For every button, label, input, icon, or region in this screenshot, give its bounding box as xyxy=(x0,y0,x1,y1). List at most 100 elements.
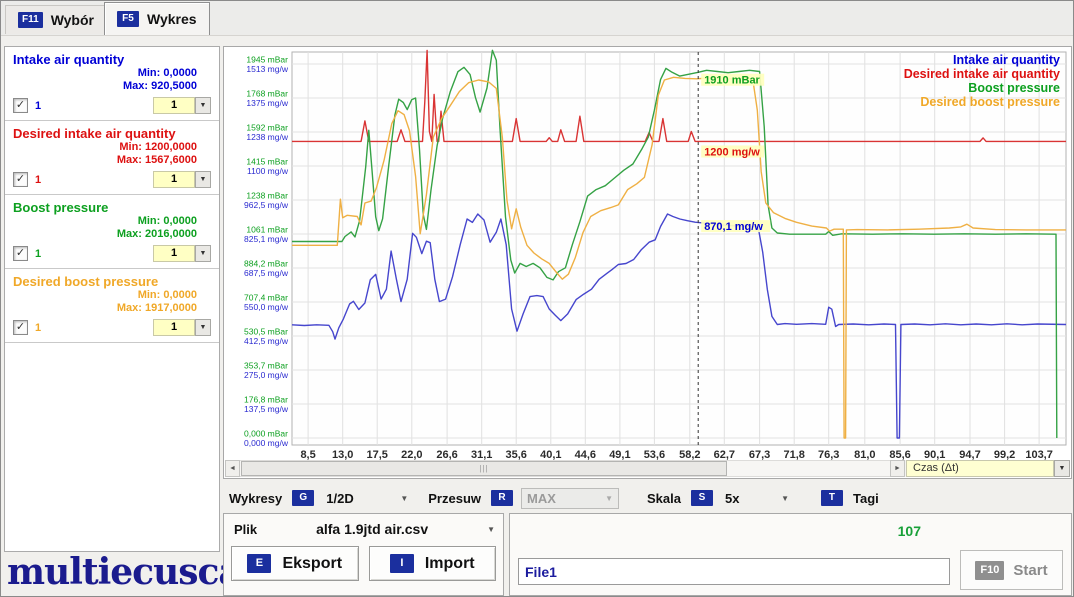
svg-text:31,1: 31,1 xyxy=(471,449,492,461)
signal-title: Boost pressure xyxy=(13,200,109,215)
signal-min-value: Min: 0,0000 xyxy=(137,215,197,227)
tab-wybor[interactable]: F11 Wybór xyxy=(5,5,107,34)
wykresy-label: Wykresy xyxy=(229,490,283,506)
chart-panel: 8,5 13,0 17,5 22,0 26,6 31,1 35,6 40,1 44,6 49,1 5… xyxy=(223,46,1072,479)
tab-wykres[interactable]: F5 Wykres xyxy=(104,2,210,35)
svg-text:707,4 mBar: 707,4 mBar xyxy=(244,293,288,303)
chevron-down-icon: ▼ xyxy=(781,493,789,503)
eksport-button[interactable]: E Eksport xyxy=(231,546,359,581)
svg-text:35,6: 35,6 xyxy=(505,449,526,461)
signal-scale-combo[interactable]: 1 xyxy=(153,245,195,262)
svg-text:1513 mg/w: 1513 mg/w xyxy=(246,64,288,74)
signal-min-value: Min: 0,0000 xyxy=(137,289,197,301)
signal-title: Desired boost pressure xyxy=(13,274,159,289)
signal-scale-combo[interactable]: 1 xyxy=(153,97,195,114)
svg-text:884,2 mBar: 884,2 mBar xyxy=(244,259,288,269)
przesuw-label: Przesuw xyxy=(428,490,481,506)
svg-text:71,8: 71,8 xyxy=(783,449,804,461)
x-axis-selector: Czas (Δt) ▼ xyxy=(906,460,1070,477)
svg-text:26,6: 26,6 xyxy=(436,449,457,461)
svg-text:90,1: 90,1 xyxy=(924,449,945,461)
chevron-down-icon[interactable]: ▼ xyxy=(195,319,211,336)
signal-channel-label: 1 xyxy=(35,247,42,260)
chevron-down-icon: ▼ xyxy=(400,493,409,503)
chevron-down-icon[interactable]: ▼ xyxy=(487,524,495,534)
svg-text:76,3: 76,3 xyxy=(818,449,839,461)
svg-text:1768 mBar: 1768 mBar xyxy=(246,89,288,99)
s-key-badge: S xyxy=(690,490,713,506)
skala-combo[interactable]: 5x ▼ xyxy=(721,490,793,507)
g-key-badge: G xyxy=(292,490,315,506)
scrollbar-thumb[interactable] xyxy=(241,461,727,476)
i-key-badge: I xyxy=(389,554,414,573)
chevron-down-icon: ▼ xyxy=(605,493,613,503)
start-button-label: Start xyxy=(1013,561,1048,579)
signal-title: Intake air quantity xyxy=(13,52,125,67)
svg-text:1415 mBar: 1415 mBar xyxy=(246,157,288,167)
przesuw-combo-value: MAX xyxy=(527,490,556,506)
signal-scale-combo[interactable]: 1 xyxy=(153,319,195,336)
svg-text:1592 mBar: 1592 mBar xyxy=(246,123,288,133)
chevron-down-icon[interactable]: ▼ xyxy=(195,245,211,262)
f11-key-badge: F11 xyxy=(18,12,43,28)
svg-text:17,5: 17,5 xyxy=(366,449,387,461)
signal-controls-row: ✓ 1 1 ▼ xyxy=(13,245,211,262)
t-key-badge: T xyxy=(820,490,843,506)
svg-text:44,6: 44,6 xyxy=(575,449,596,461)
svg-text:49,1: 49,1 xyxy=(609,449,630,461)
scrollbar-track[interactable] xyxy=(240,460,890,477)
svg-text:40,1: 40,1 xyxy=(540,449,561,461)
signal-sidebar: Intake air quantity Min: 0,0000 Max: 920… xyxy=(4,46,220,552)
przesuw-combo[interactable]: MAX ▼ xyxy=(521,487,619,509)
signal-checkbox[interactable]: ✓ xyxy=(13,320,28,335)
svg-text:1238 mg/w: 1238 mg/w xyxy=(246,132,288,142)
svg-text:Intake air quantity: Intake air quantity xyxy=(953,53,1060,67)
signal-checkbox[interactable]: ✓ xyxy=(13,172,28,187)
signal-panel-desired-boost-pressure: Desired boost pressure Min: 0,0000 Max: … xyxy=(5,269,219,343)
scroll-right-icon[interactable]: ► xyxy=(890,460,905,477)
signal-checkbox[interactable]: ✓ xyxy=(13,98,28,113)
record-count: 107 xyxy=(897,523,921,539)
chevron-down-icon[interactable]: ▼ xyxy=(195,171,211,188)
x-axis-selector-value[interactable]: Czas (Δt) xyxy=(906,460,1054,477)
tab-wybor-label: Wybór xyxy=(50,12,94,28)
svg-text:22,0: 22,0 xyxy=(401,449,422,461)
svg-text:94,7: 94,7 xyxy=(959,449,980,461)
file-name-input[interactable] xyxy=(518,558,950,585)
svg-text:412,5 mg/w: 412,5 mg/w xyxy=(244,336,289,346)
chevron-down-icon[interactable]: ▼ xyxy=(195,97,211,114)
scroll-left-icon[interactable]: ◄ xyxy=(225,460,240,477)
record-panel: 107 F10 Start xyxy=(509,513,1072,596)
plik-label: Plik xyxy=(234,521,258,537)
import-button-label: Import xyxy=(424,554,475,572)
chevron-down-icon[interactable]: ▼ xyxy=(1054,460,1070,477)
svg-text:1200 mg/w: 1200 mg/w xyxy=(704,147,760,159)
svg-text:1100 mg/w: 1100 mg/w xyxy=(247,166,289,176)
start-button[interactable]: F10 Start xyxy=(960,550,1063,590)
signal-scale-combo[interactable]: 1 xyxy=(153,171,195,188)
svg-text:137,5 mg/w: 137,5 mg/w xyxy=(244,404,289,414)
tab-bar: F11 Wybór F5 Wykres xyxy=(1,1,1073,36)
plik-row: Plik alfa 1.9jtd air.csv ▼ xyxy=(224,514,503,537)
wykresy-combo[interactable]: 1/2D ▼ xyxy=(322,490,412,507)
import-button[interactable]: I Import xyxy=(368,546,496,581)
signal-channel-label: 1 xyxy=(35,99,42,112)
r-key-badge: R xyxy=(491,490,513,506)
signal-panel-intake-air-quantity: Intake air quantity Min: 0,0000 Max: 920… xyxy=(5,47,219,121)
chart-toolbar: Wykresy G 1/2D ▼ Przesuw R MAX ▼ Skala S… xyxy=(223,487,1072,509)
svg-text:550,0 mg/w: 550,0 mg/w xyxy=(244,302,289,312)
skala-combo-value: 5x xyxy=(724,490,740,506)
svg-text:353,7 mBar: 353,7 mBar xyxy=(244,361,288,371)
svg-text:13,0: 13,0 xyxy=(332,449,353,461)
svg-text:1945 mBar: 1945 mBar xyxy=(246,55,288,65)
svg-text:Desired intake air quantity: Desired intake air quantity xyxy=(904,67,1060,81)
line-chart[interactable]: 8,5 13,0 17,5 22,0 26,6 31,1 35,6 40,1 44,6 49,1 5… xyxy=(224,47,1071,461)
file-combo-value[interactable]: alfa 1.9jtd air.csv xyxy=(316,521,429,537)
svg-text:687,5 mg/w: 687,5 mg/w xyxy=(244,268,289,278)
svg-text:1910 mBar: 1910 mBar xyxy=(704,75,760,87)
signal-checkbox[interactable]: ✓ xyxy=(13,246,28,261)
chart-scrollbar-row: ◄ ► Czas (Δt) ▼ xyxy=(225,460,1070,477)
svg-text:62,7: 62,7 xyxy=(714,449,735,461)
f5-key-badge: F5 xyxy=(117,11,139,27)
